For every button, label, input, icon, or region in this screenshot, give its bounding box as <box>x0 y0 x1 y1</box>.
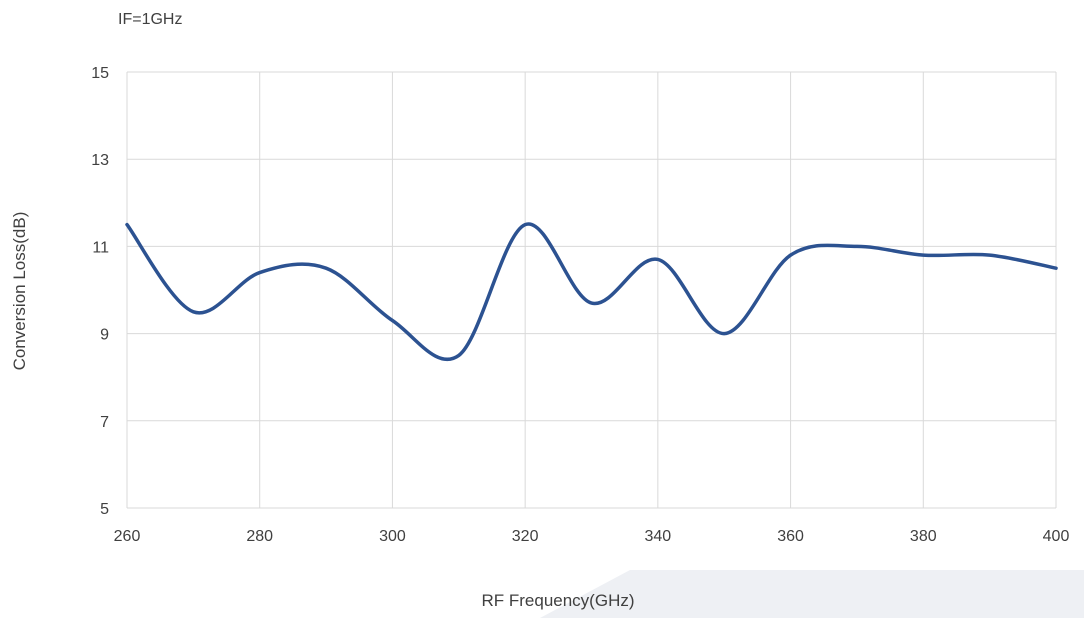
series-line <box>125 222 1058 362</box>
gridlines <box>126 71 1057 509</box>
y-tick-label: 9 <box>100 327 109 344</box>
if-annotation: IF=1GHz <box>118 11 182 28</box>
y-tick-label: 7 <box>100 414 109 431</box>
y-tick-label: 15 <box>91 65 109 82</box>
background-shade <box>540 570 1084 618</box>
x-tick-label: 400 <box>1043 528 1070 545</box>
x-tick-label: 260 <box>114 528 141 545</box>
x-axis-title: RF Frequency(GHz) <box>481 591 634 610</box>
x-tick-label: 380 <box>910 528 937 545</box>
series-layer <box>125 222 1058 362</box>
x-tick-label: 300 <box>379 528 406 545</box>
x-tick-label: 340 <box>645 528 672 545</box>
y-axis-title: Conversion Loss(dB) <box>10 212 29 371</box>
tick-labels: 5 7 9 11 13 15 260 280 300 320 340 360 380 400 <box>91 65 1069 545</box>
x-tick-label: 280 <box>246 528 273 545</box>
y-tick-label: 11 <box>92 239 109 256</box>
x-tick-label: 320 <box>512 528 539 545</box>
y-tick-label: 5 <box>100 501 109 518</box>
x-tick-label: 360 <box>777 528 804 545</box>
y-tick-label: 13 <box>91 152 109 169</box>
